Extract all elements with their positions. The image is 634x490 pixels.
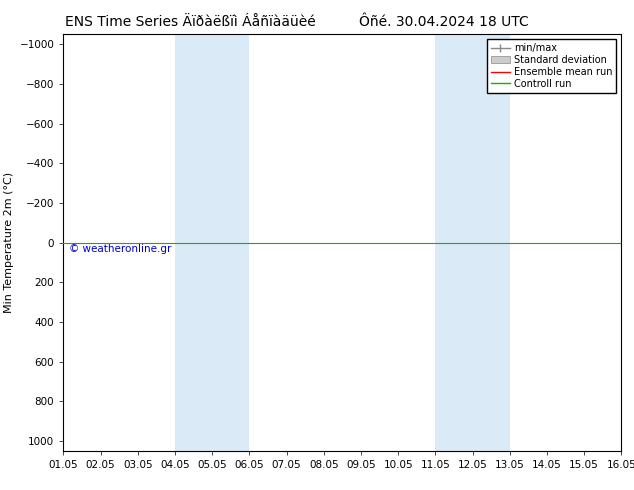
Text: Ôñé. 30.04.2024 18 UTC: Ôñé. 30.04.2024 18 UTC [359,15,529,29]
Text: ENS Time Series Äïðàëßïì Áåñïàäüèé: ENS Time Series Äïðàëßïì Áåñïàäüèé [65,15,316,29]
Bar [436,34,510,451]
Text: © weatheronline.gr: © weatheronline.gr [69,244,171,254]
Bar [175,34,249,451]
Y-axis label: Min Temperature 2m (°C): Min Temperature 2m (°C) [4,172,14,313]
Legend: min/max, Standard deviation, Ensemble mean run, Controll run: min/max, Standard deviation, Ensemble me… [487,39,616,93]
